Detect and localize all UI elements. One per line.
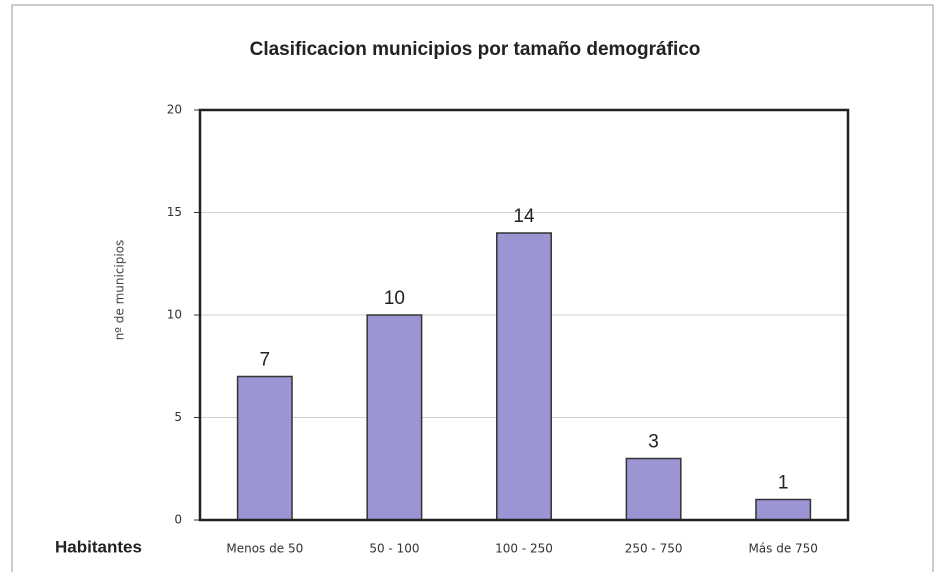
bar (755, 498, 812, 521)
x-axis-label: Habitantes (55, 537, 142, 556)
y-tick-label: 5 (174, 410, 182, 424)
data-label: 10 (384, 288, 405, 309)
x-tick-label: 100 - 250 (495, 542, 553, 556)
x-tick-label: Más de 750 (748, 542, 818, 556)
x-tick-label: 50 - 100 (369, 542, 419, 556)
y-axis-label: nº de municipios (113, 240, 127, 341)
frame (11, 4, 934, 572)
y-tick-label: 20 (167, 103, 182, 117)
bar (236, 375, 293, 521)
plot-border (198, 108, 850, 522)
data-label: 7 (260, 350, 271, 371)
bar (366, 314, 423, 521)
chart-title: Clasificacion municipios por tamaño demo… (250, 39, 701, 60)
x-tick-label: Menos de 50 (226, 542, 303, 556)
data-label: 1 (778, 473, 789, 494)
data-label: 3 (648, 432, 659, 453)
y-tick-label: 15 (167, 205, 182, 219)
x-tick-label: 250 - 750 (625, 542, 683, 556)
y-tick-label: 0 (174, 513, 182, 527)
y-tick-label: 10 (167, 308, 182, 322)
bar (625, 457, 682, 521)
bar (496, 232, 552, 521)
data-label: 14 (513, 206, 535, 227)
